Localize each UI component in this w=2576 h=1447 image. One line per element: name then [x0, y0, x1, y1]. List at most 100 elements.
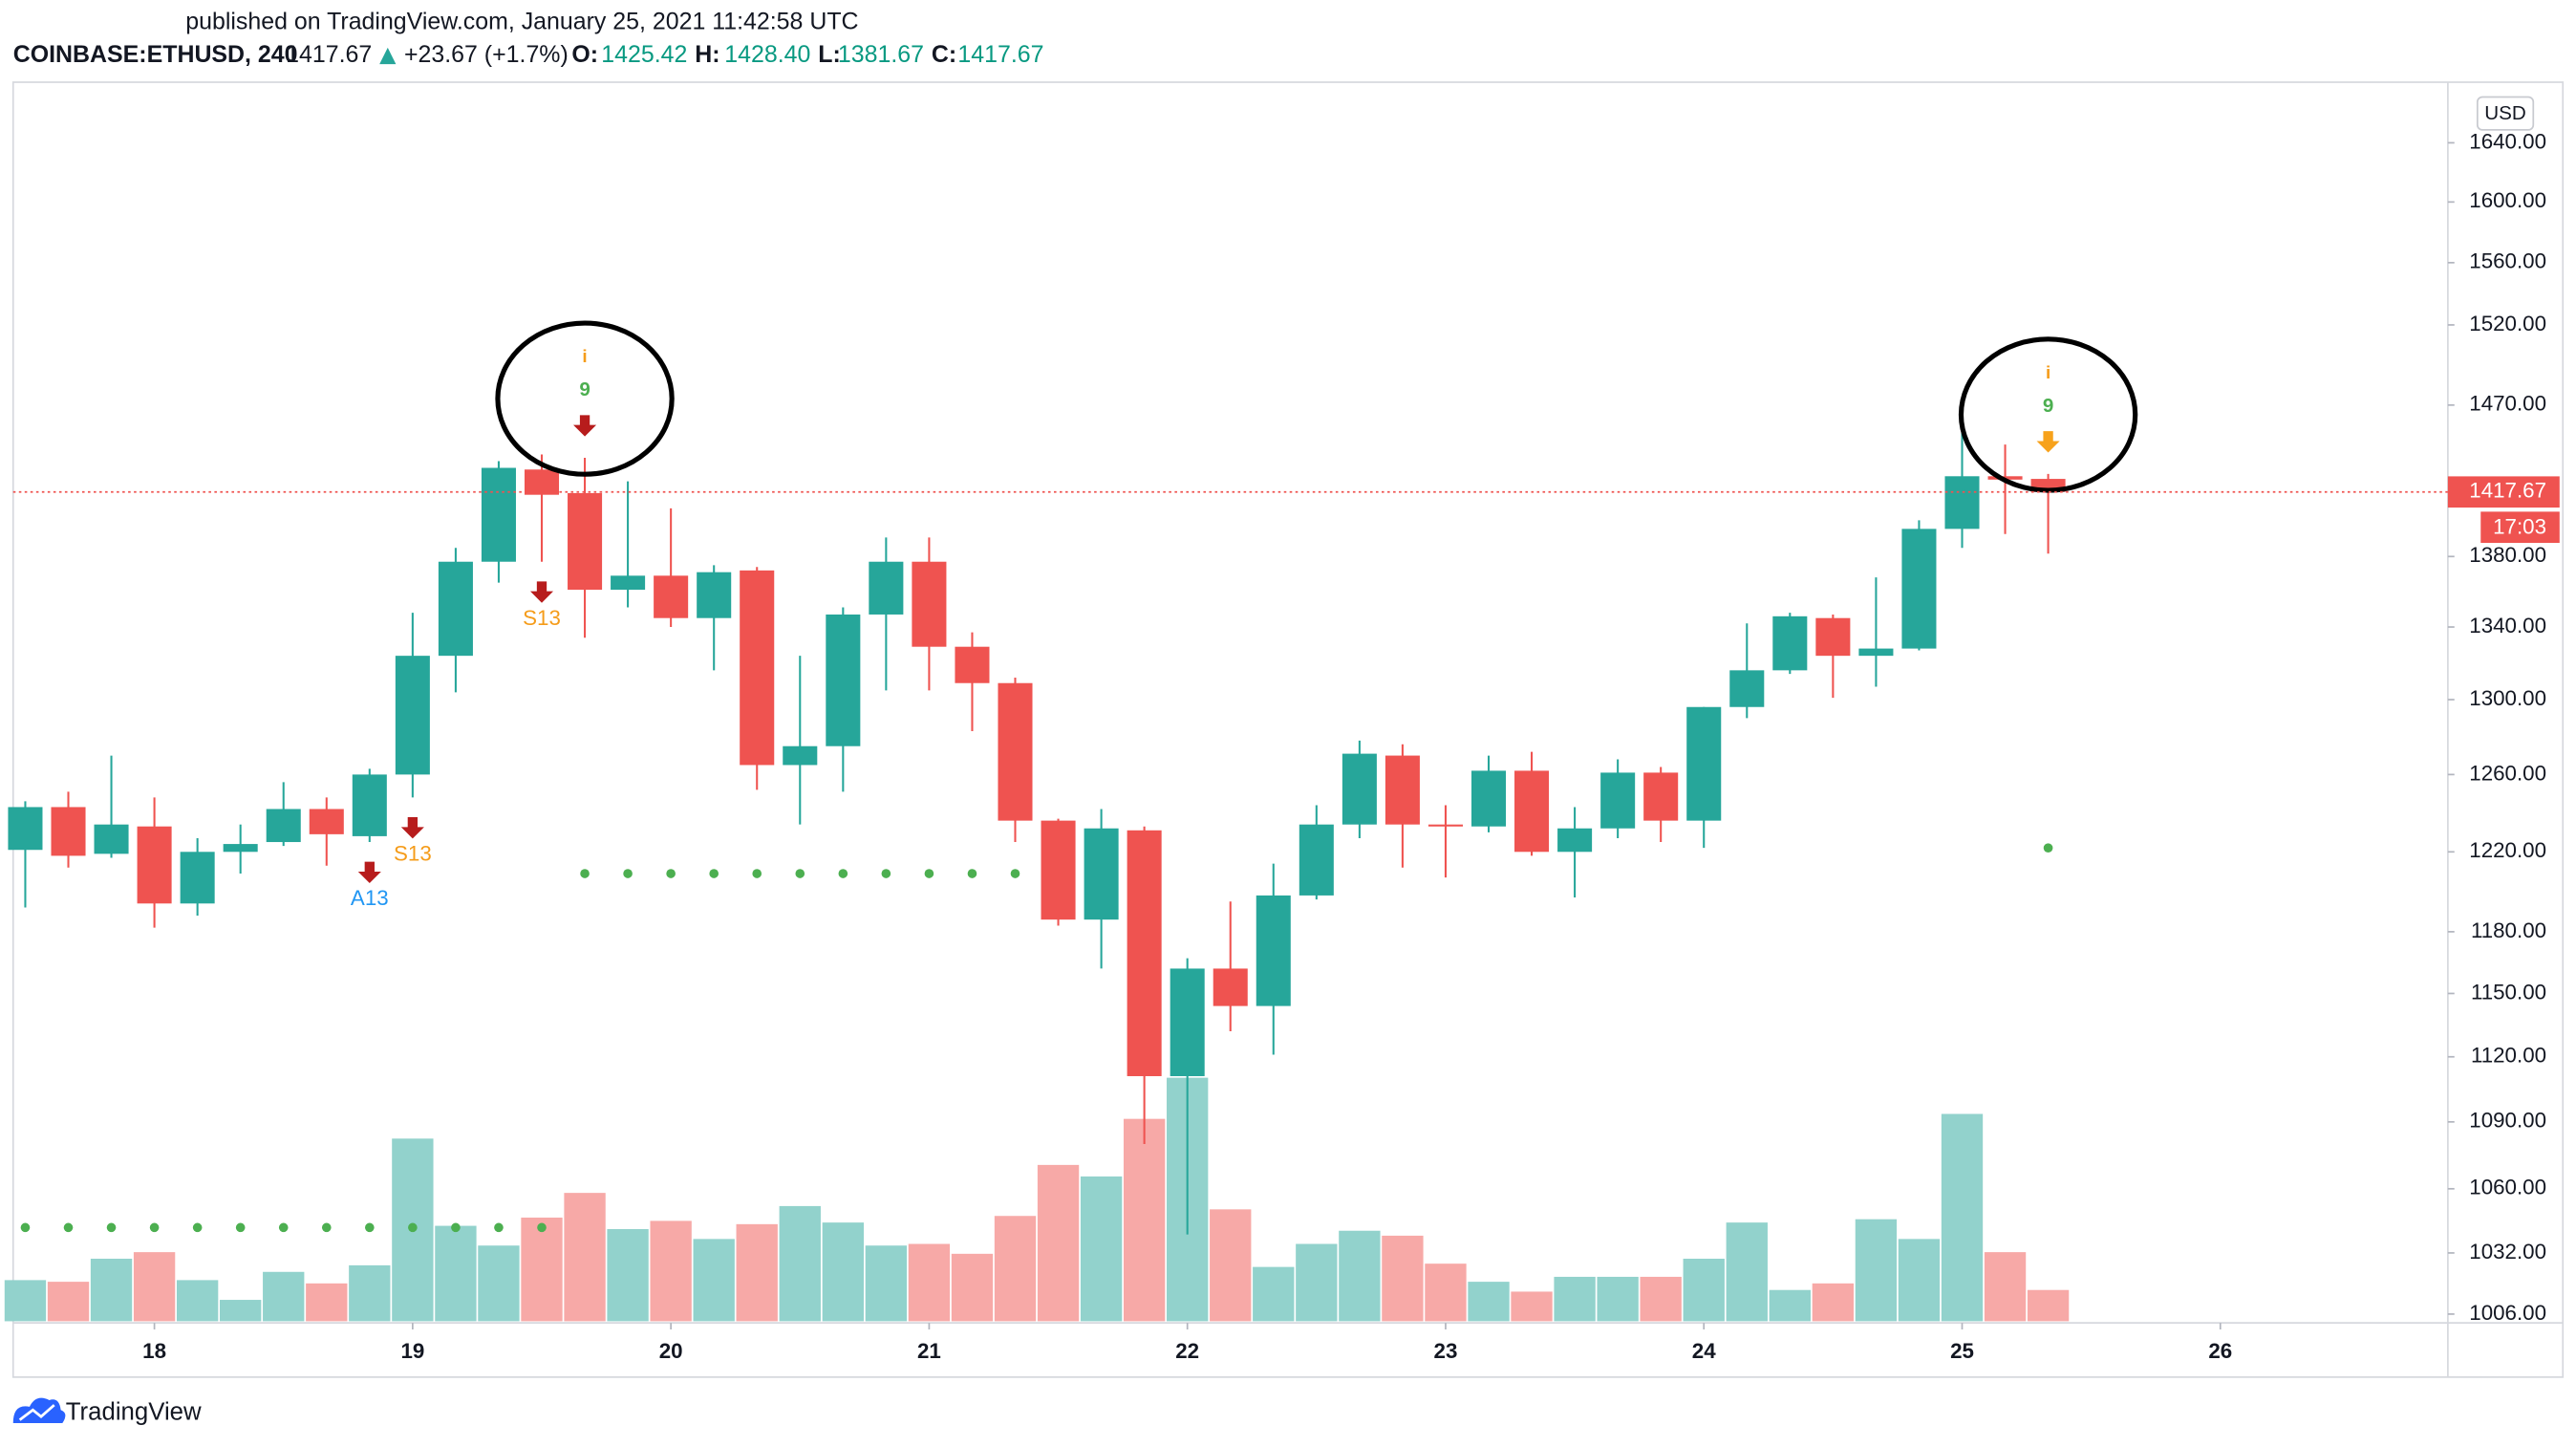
y-tick-label: 1340.00: [2469, 614, 2546, 637]
td-dot: [364, 1222, 375, 1233]
setup-arrow: [573, 415, 597, 437]
volume-bar: [176, 1280, 219, 1322]
signal-arrow: [357, 861, 381, 884]
y-tick-label: 1640.00: [2469, 129, 2546, 153]
candle-body: [1729, 670, 1765, 707]
td-dot: [924, 869, 934, 878]
td-dot: [408, 1222, 418, 1233]
td-dot: [192, 1222, 203, 1233]
symbol: COINBASE:ETHUSD, 240: [13, 41, 298, 68]
candle-body: [1470, 770, 1507, 827]
x-tick-label: 20: [659, 1339, 683, 1363]
change: +23.67 (+1.7%): [404, 41, 569, 68]
volume-bar: [1037, 1164, 1080, 1322]
y-tick-label: 1470.00: [2469, 392, 2546, 416]
candle-body: [94, 824, 129, 854]
candle-body: [955, 646, 990, 683]
volume-bar: [1941, 1113, 1984, 1322]
last-price-box: [2447, 476, 2560, 508]
volume-bar: [736, 1223, 778, 1322]
setup-count: 9: [2043, 395, 2053, 417]
y-tick-label: 1300.00: [2469, 686, 2546, 710]
volume-bar: [306, 1283, 348, 1322]
td-dot: [1010, 869, 1020, 878]
candle-body: [1385, 755, 1420, 825]
td-dot: [149, 1222, 160, 1233]
candle-body: [1858, 648, 1894, 657]
candle-body: [481, 467, 516, 562]
volume-bar: [1597, 1276, 1639, 1322]
volume-bar: [1468, 1282, 1510, 1322]
candle-body: [1557, 828, 1593, 853]
candle-body: [826, 614, 861, 746]
candle-body: [352, 774, 387, 836]
x-tick-label: 24: [1692, 1339, 1716, 1363]
volume-bar: [220, 1300, 262, 1322]
y-tick-label: 1150.00: [2471, 980, 2546, 1004]
signal-label: A13: [351, 886, 389, 910]
logo-icon: [12, 1397, 66, 1424]
setup-arrow: [2036, 431, 2060, 453]
candle-body: [740, 570, 775, 766]
volume-bar: [865, 1245, 908, 1322]
candle-body: [524, 469, 560, 495]
candle-body: [51, 807, 86, 856]
candle-body: [1342, 753, 1377, 825]
chart-frame: [11, 81, 2565, 1378]
candle-body: [1514, 770, 1550, 853]
volume-bar: [1123, 1118, 1166, 1322]
candle-body: [438, 561, 473, 657]
setup-info: i: [582, 347, 587, 367]
y-tick-label: 1090.00: [2469, 1109, 2546, 1133]
candle-body: [568, 492, 603, 591]
candle-body: [869, 561, 904, 615]
x-tick-label: 19: [400, 1339, 424, 1363]
open-value: 1425.42: [601, 41, 687, 68]
volume-bar: [1339, 1230, 1381, 1322]
y-tick-label: 1600.00: [2469, 188, 2546, 212]
volume-bar: [1769, 1289, 1811, 1322]
volume-bar: [650, 1220, 692, 1322]
volume-bar: [1296, 1243, 1338, 1322]
td-dot: [451, 1222, 461, 1233]
candle-body: [1256, 895, 1291, 1006]
open-label: O:: [571, 41, 598, 68]
candle-body: [1600, 772, 1636, 829]
currency: USD: [2484, 102, 2526, 124]
td-dot: [967, 869, 977, 878]
candle-body: [137, 826, 172, 904]
signal-arrow: [529, 581, 554, 603]
tradingview-logo[interactable]: TradingView: [12, 1397, 202, 1426]
candle-body: [1686, 706, 1722, 821]
candle-body: [783, 745, 818, 766]
candle-body: [611, 575, 646, 591]
candle-body: [1643, 772, 1679, 821]
x-tick-label: 18: [142, 1339, 166, 1363]
volume-bar: [1511, 1291, 1553, 1322]
td-dot: [278, 1222, 289, 1233]
volume-bar: [1640, 1276, 1682, 1322]
low-label: L:: [818, 41, 841, 68]
currency-box[interactable]: [2476, 96, 2535, 131]
candle-body: [180, 852, 215, 904]
candle-body: [1772, 616, 1808, 671]
candle-body: [1084, 828, 1119, 920]
candle-body: [1428, 824, 1463, 827]
candle-body: [1299, 824, 1334, 896]
signal-label: S13: [394, 841, 432, 865]
candle-body: [309, 809, 344, 834]
close-value: 1417.67: [957, 41, 1043, 68]
y-tick-label: 1120.00: [2471, 1044, 2546, 1068]
volume-bar: [133, 1252, 176, 1322]
y-tick-label: 1520.00: [2469, 312, 2546, 335]
volume-bar: [1812, 1283, 1855, 1322]
candle-body: [1901, 529, 1937, 649]
signal-arrow: [400, 817, 424, 839]
logo-line: [18, 1404, 55, 1421]
volume-bar: [779, 1205, 821, 1322]
y-tick-label: 1560.00: [2469, 249, 2546, 273]
highlight-circle: [1958, 336, 2138, 493]
candle-body: [266, 809, 301, 843]
volume-bar: [607, 1229, 649, 1322]
volume-bar: [47, 1282, 90, 1322]
